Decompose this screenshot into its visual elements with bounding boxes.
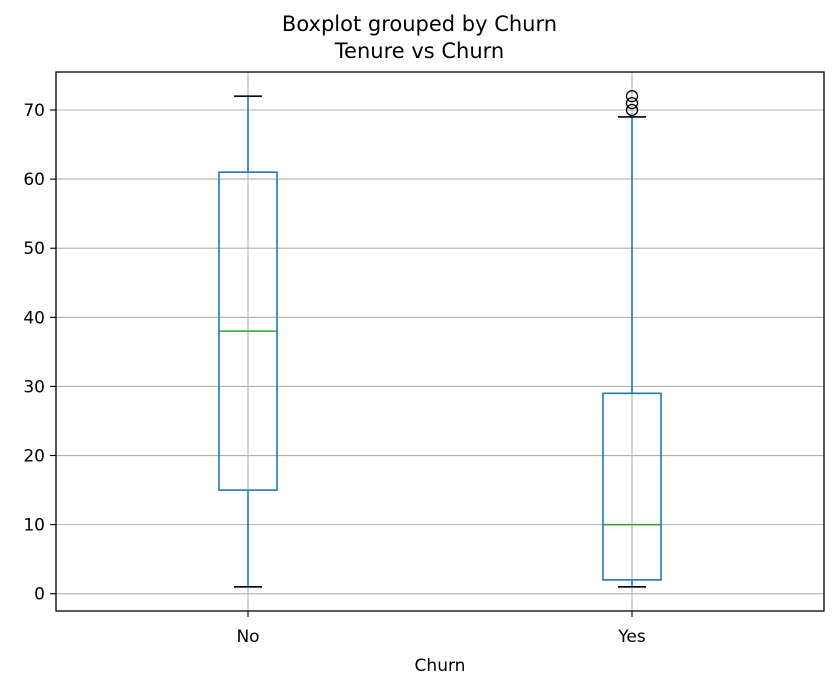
x-tick-label: No [236,627,259,647]
axes-frame [55,71,825,612]
y-tick-label: 60 [23,170,45,190]
y-tick-label: 30 [23,377,45,397]
chart-title: Tenure vs Churn [334,39,505,63]
outlier-point [625,96,639,110]
outlier-point [625,103,639,117]
chart-suptitle: Boxplot grouped by Churn [281,12,558,36]
x-axis-label: Churn [415,656,466,676]
x-tick-label: Yes [617,627,646,647]
box-yes [602,90,662,588]
y-tick-label: 50 [23,239,45,259]
iqr-box [602,392,662,581]
outlier-point [625,90,639,103]
y-tick-label: 20 [23,447,45,467]
box-no [218,95,278,588]
y-tick-label: 40 [23,308,45,328]
y-tick-label: 10 [23,516,45,536]
y-tick-label: 70 [23,101,45,121]
y-tick-label: 0 [34,585,45,605]
